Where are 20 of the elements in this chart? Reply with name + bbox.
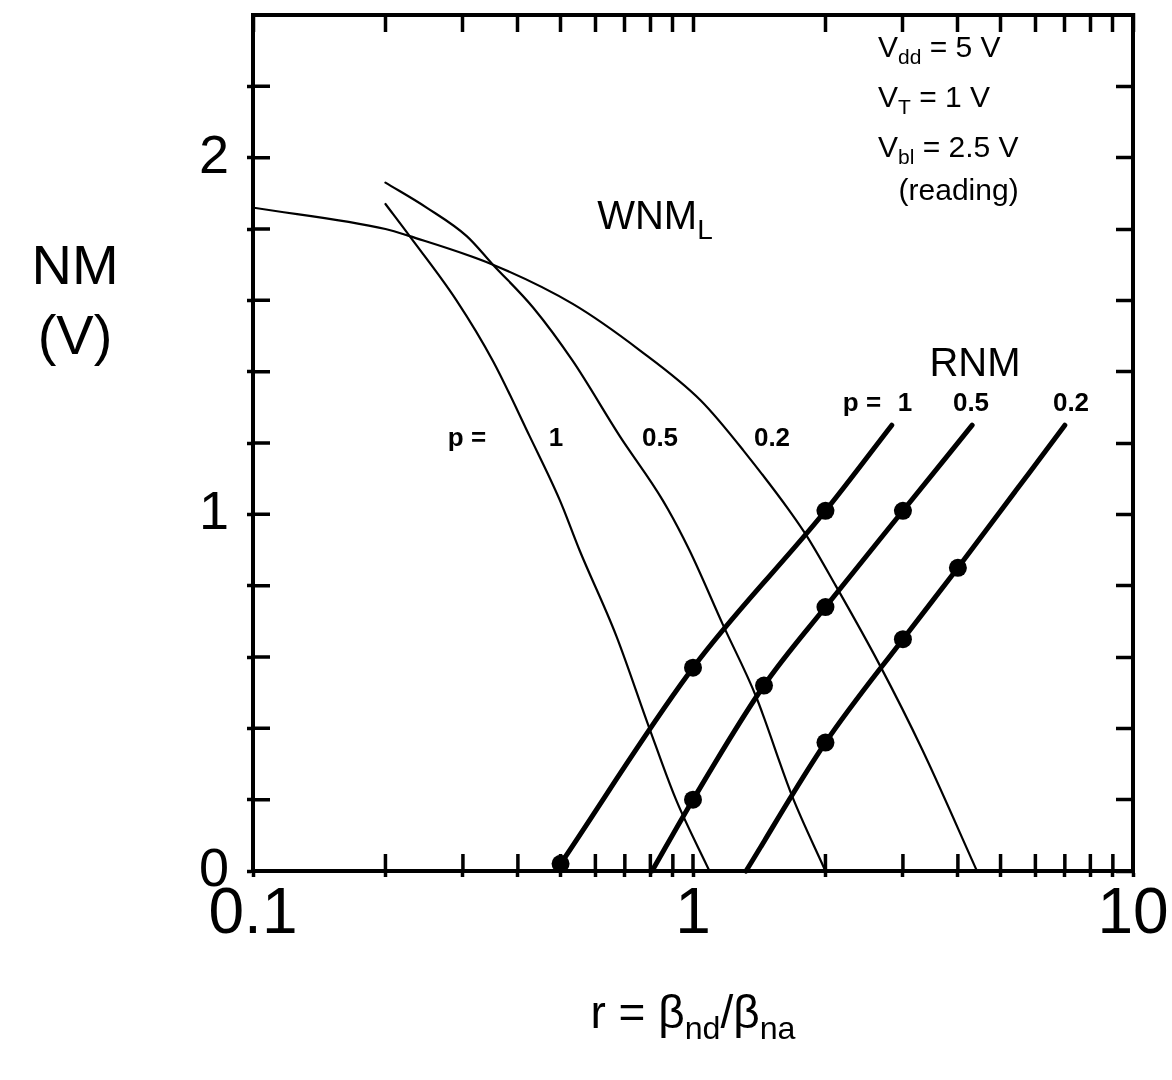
annotation: 0.2 <box>1052 386 1090 417</box>
annotation: 1 <box>548 421 564 452</box>
x-tick-label: 10 <box>1097 875 1169 948</box>
annotation: RNM <box>929 340 1021 384</box>
annotation: (reading) <box>897 172 1019 208</box>
y-tick-label: 1 <box>198 480 229 541</box>
annotation: p = <box>447 421 487 452</box>
annotation: p = <box>842 386 882 417</box>
x-axis-title: r = β$_{nd}$/β$_{na}$ <box>589 985 797 1047</box>
annotation: 0.5 <box>952 386 990 417</box>
annotation: V$_{dd}$ = 5 V <box>878 29 1002 71</box>
annotation: 1 <box>897 386 913 417</box>
annotation: 0.2 <box>753 421 791 452</box>
annotation: V$_{bl}$ = 2.5 V <box>878 129 1019 171</box>
annotation: 0.5 <box>641 421 679 452</box>
y-tick-label: 2 <box>198 123 229 184</box>
annotation: WNM$_{L}$ <box>597 193 713 245</box>
annotation: V$_{T}$ = 1 V <box>878 79 992 121</box>
x-tick-label: 1 <box>675 875 711 948</box>
y-axis-title: NM (V) <box>30 232 120 368</box>
